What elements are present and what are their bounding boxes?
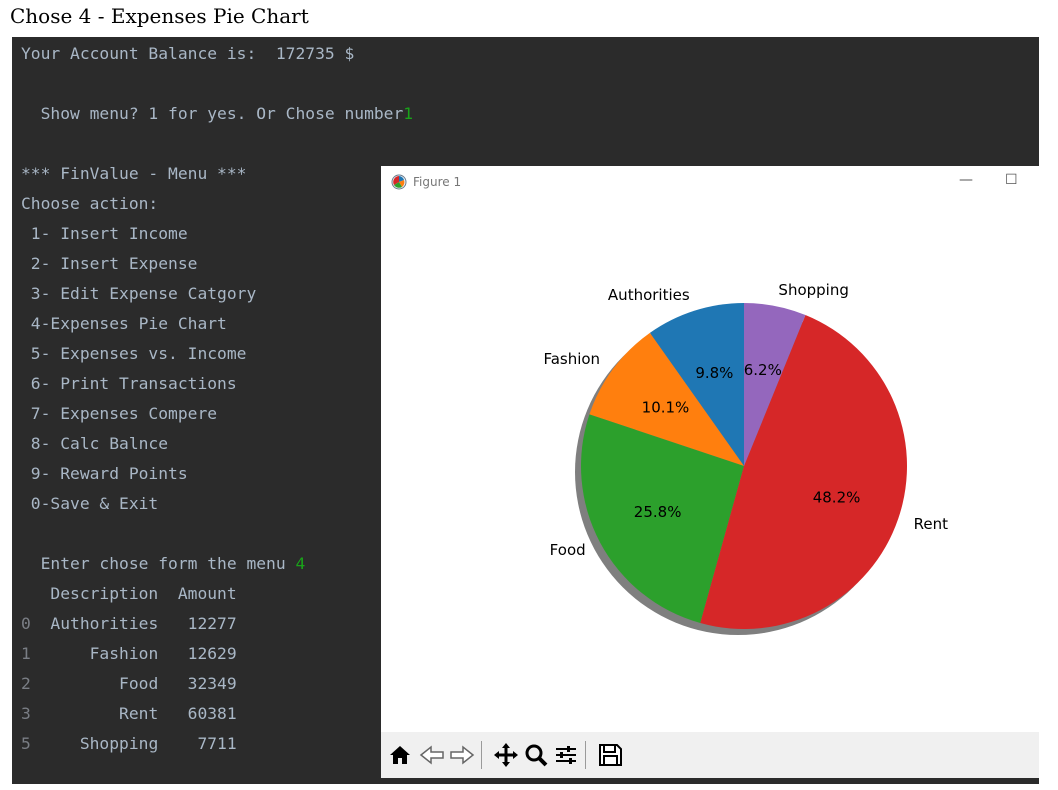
- table-row-values: Fashion 12629: [31, 644, 237, 663]
- pie-category-label: Rent: [914, 515, 948, 533]
- home-icon[interactable]: [385, 739, 415, 771]
- choose-action-label: Choose action:: [21, 194, 158, 214]
- matplotlib-logo-icon: [391, 174, 407, 190]
- pie-percent-label: 10.1%: [642, 399, 690, 417]
- zoom-icon[interactable]: [521, 739, 551, 771]
- table-row-values: Rent 60381: [31, 704, 237, 723]
- menu-item: 3- Edit Expense Catgory: [21, 284, 256, 304]
- menu-title: *** FinValue - Menu ***: [21, 164, 246, 184]
- figure-title: Figure 1: [413, 175, 461, 189]
- pie-percent-label: 6.2%: [744, 361, 782, 379]
- table-row: 1 Fashion 12629: [21, 644, 237, 664]
- pie-category-label: Fashion: [543, 350, 600, 368]
- show-menu-prompt-text: Show menu? 1 for yes. Or Chose number: [21, 104, 403, 123]
- table-row-values: Authorities 12277: [31, 614, 237, 633]
- menu-item: 5- Expenses vs. Income: [21, 344, 246, 364]
- table-row: 5 Shopping 7711: [21, 734, 237, 754]
- menu-item: 4-Expenses Pie Chart: [21, 314, 227, 334]
- pie-percent-label: 48.2%: [813, 489, 861, 507]
- menu-item: 7- Expenses Compere: [21, 404, 217, 424]
- show-menu-prompt: Show menu? 1 for yes. Or Chose number1: [21, 104, 413, 124]
- pie-category-label: Food: [550, 541, 586, 559]
- table-row-values: Shopping 7711: [31, 734, 237, 753]
- back-arrow-icon[interactable]: [417, 739, 447, 771]
- figure-titlebar[interactable]: Figure 1 — ☐: [381, 166, 1039, 198]
- table-header: Description Amount: [21, 584, 237, 604]
- menu-item: 9- Reward Points: [21, 464, 188, 484]
- pie-percent-label: 9.8%: [695, 364, 733, 382]
- enter-choice-text: Enter chose form the menu: [21, 554, 286, 573]
- save-icon[interactable]: [595, 739, 625, 771]
- table-row: 2 Food 32349: [21, 674, 237, 694]
- menu-item: 0-Save & Exit: [21, 494, 158, 514]
- figure-toolbar: [381, 732, 1039, 778]
- minimize-button[interactable]: —: [959, 172, 973, 188]
- menu-item: 2- Insert Expense: [21, 254, 197, 274]
- table-row-index: 3: [21, 704, 31, 723]
- pie-category-label: Authorities: [608, 286, 690, 304]
- toolbar-separator: [481, 741, 482, 769]
- menu-item: 1- Insert Income: [21, 224, 188, 244]
- table-row-index: 1: [21, 644, 31, 663]
- balance-line: Your Account Balance is: 172735 $: [21, 44, 354, 64]
- configure-subplots-icon[interactable]: [551, 739, 581, 771]
- table-row-index: 2: [21, 674, 31, 693]
- pie-percent-label: 25.8%: [634, 503, 682, 521]
- pie-chart: 9.8% Authorities 10.1% Fashion 25.8% Food 48.2…: [381, 198, 1039, 732]
- table-row-values: Food 32349: [31, 674, 237, 693]
- menu-item: 8- Calc Balnce: [21, 434, 168, 454]
- maximize-button[interactable]: ☐: [1005, 172, 1018, 188]
- table-row-index: 5: [21, 734, 31, 753]
- forward-arrow-icon[interactable]: [447, 739, 477, 771]
- show-menu-input: 1: [403, 104, 413, 123]
- figure-window[interactable]: Figure 1 — ☐ 9.8% Authorities 10.1% Fashion…: [381, 166, 1039, 778]
- toolbar-separator: [585, 741, 586, 769]
- table-row: 0 Authorities 12277: [21, 614, 237, 634]
- pie-category-label: Shopping: [778, 281, 848, 299]
- enter-choice-input: 4: [295, 554, 305, 573]
- page-caption: Chose 4 - Expenses Pie Chart: [10, 4, 309, 28]
- table-row-index: 0: [21, 614, 31, 633]
- pan-icon[interactable]: [491, 739, 521, 771]
- menu-item: 6- Print Transactions: [21, 374, 237, 394]
- enter-choice-prompt: Enter chose form the menu 4: [21, 554, 305, 574]
- table-row: 3 Rent 60381: [21, 704, 237, 724]
